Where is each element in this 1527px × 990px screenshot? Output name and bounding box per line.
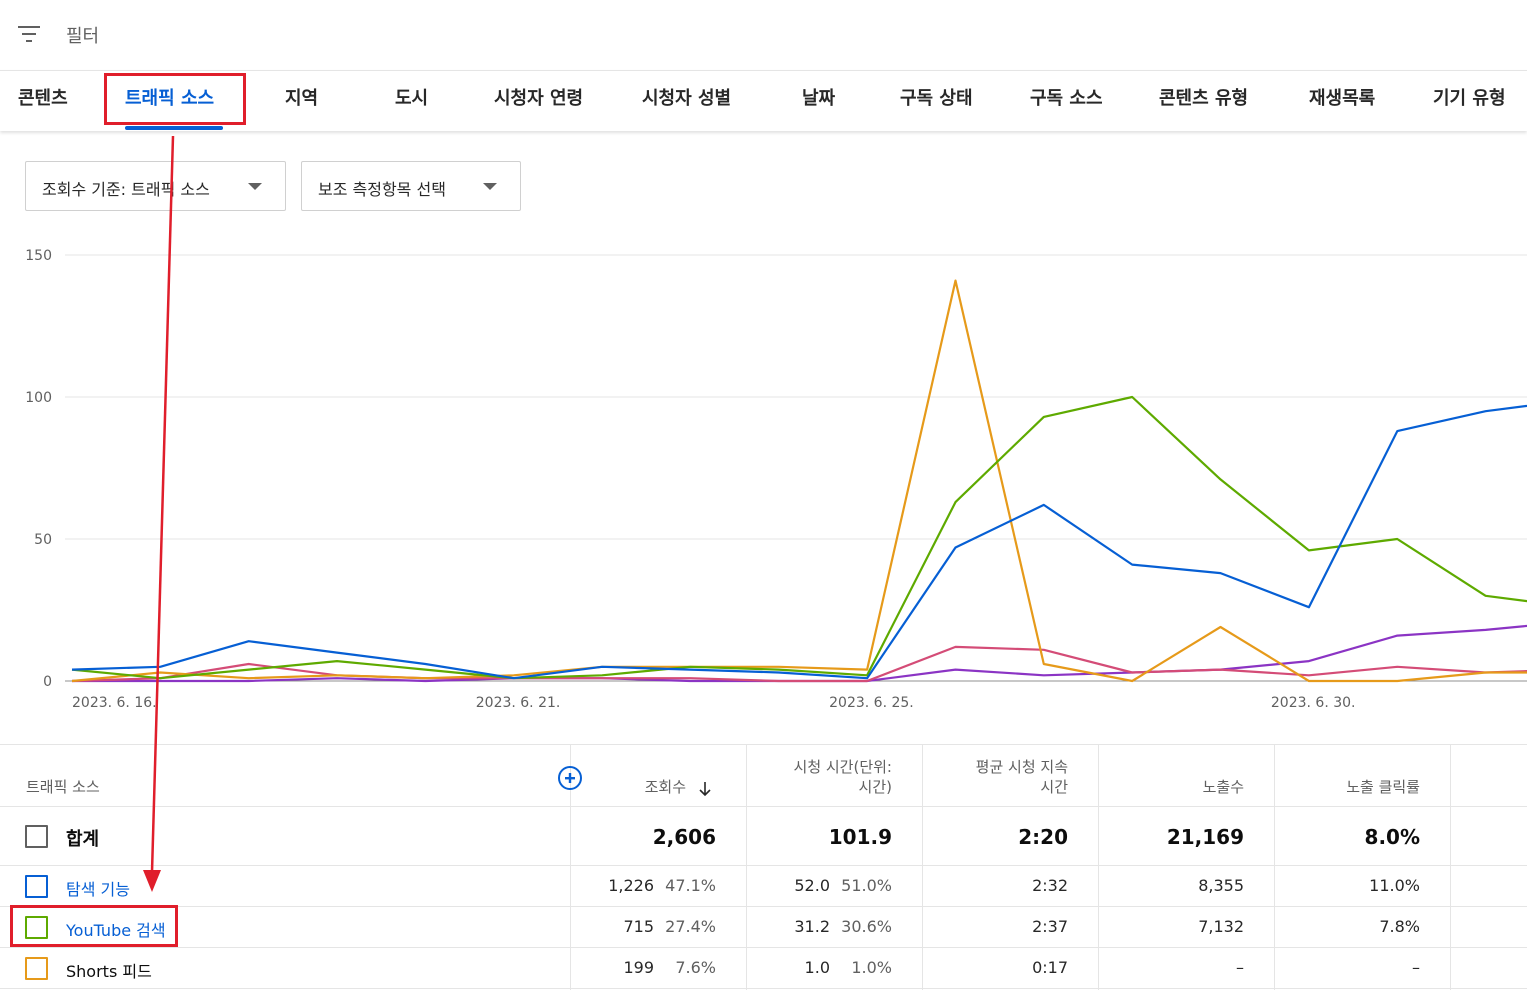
header-watch-time[interactable]: 시청 시간(단위: 시간) (760, 757, 892, 797)
total-views: 2,606 (652, 825, 716, 849)
row-divider (0, 806, 1527, 807)
filter-icon[interactable] (18, 24, 42, 44)
dimension-tabs: 콘텐츠 트래픽 소스 지역 도시 시청자 연령 시청자 성별 날짜 구독 상태 … (0, 70, 1527, 131)
series-line[interactable] (72, 621, 1527, 683)
chevron-down-icon (483, 183, 497, 190)
y-tick-label: 150 (25, 248, 52, 264)
total-avg-duration: 2:20 (1018, 825, 1068, 849)
tab-traffic-source[interactable]: 트래픽 소스 (125, 88, 215, 109)
line-chart: 150 100 50 0 2023. 6. 16. 2023. 6. 21. 2023. 6… (25, 248, 1527, 711)
header-traffic-source: 트래픽 소스 (26, 778, 100, 796)
annotation-highlight-row (10, 905, 178, 947)
avg-duration-value: 0:17 (1032, 958, 1068, 977)
column-divider (1098, 745, 1099, 990)
header-avg-view-duration[interactable]: 평균 시청 지속 시간 (936, 757, 1068, 797)
header-watch-time-line1: 시청 시간(단위: (793, 758, 892, 776)
tab-subscription-status[interactable]: 구독 상태 (900, 88, 973, 109)
row-divider (0, 947, 1527, 948)
x-tick-label: 2023. 6. 25. (829, 695, 914, 711)
tab-city[interactable]: 도시 (395, 88, 429, 109)
impressions-value: 8,355 (1198, 876, 1244, 895)
header-views[interactable]: 조회수 (644, 778, 686, 796)
traffic-source-name: Shorts 피드 (66, 962, 152, 981)
filter-label[interactable]: 필터 (66, 26, 100, 47)
header-avg-duration-line1: 평균 시청 지속 (975, 758, 1068, 776)
traffic-source-link[interactable]: YouTube 검색 (66, 921, 166, 940)
tab-device-type[interactable]: 기기 유형 (1433, 88, 1506, 109)
watch-time-value: 31.2 (794, 917, 830, 936)
tab-date[interactable]: 날짜 (802, 88, 836, 109)
watch-time-value: 1.0 (804, 958, 830, 977)
tab-viewer-age[interactable]: 시청자 연령 (494, 88, 584, 109)
watch-time-percent: 30.6% (841, 917, 892, 936)
ctr-value: – (1412, 958, 1420, 977)
add-column-icon[interactable] (557, 765, 583, 791)
total-label: 합계 (66, 829, 100, 850)
traffic-source-link[interactable]: 탐색 기능 (66, 880, 130, 899)
primary-metric-label: 조회수 기준: 트래픽 소스 (42, 180, 210, 199)
filter-bar[interactable]: 필터 (0, 0, 1527, 70)
views-percent: 47.1% (665, 876, 716, 895)
row-checkbox-browse[interactable] (25, 875, 48, 898)
views-percent: 27.4% (665, 917, 716, 936)
ctr-value: 7.8% (1379, 917, 1420, 936)
series-line[interactable] (71, 400, 1527, 680)
tab-viewer-gender[interactable]: 시청자 성별 (642, 88, 732, 109)
annotation-highlight-tab (104, 73, 246, 125)
y-tick-label: 0 (43, 674, 52, 690)
column-divider (922, 745, 923, 990)
views-value: 199 (623, 958, 654, 977)
avg-duration-value: 2:37 (1032, 917, 1068, 936)
sort-descending-icon[interactable] (698, 781, 712, 797)
primary-metric-dropdown[interactable]: 조회수 기준: 트래픽 소스 (25, 161, 286, 211)
secondary-metric-label: 보조 측정항목 선택 (318, 180, 446, 199)
row-divider (0, 865, 1527, 866)
column-divider (570, 745, 571, 990)
impressions-value: – (1236, 958, 1244, 977)
tab-content-type[interactable]: 콘텐츠 유형 (1159, 88, 1249, 109)
total-watch-time: 101.9 (828, 825, 892, 849)
series-line[interactable] (71, 395, 1527, 680)
y-tick-label: 100 (25, 390, 52, 406)
header-avg-duration-line2: 시간 (1040, 778, 1068, 796)
tab-subscription-source[interactable]: 구독 소스 (1030, 88, 1103, 109)
row-checkbox-shorts-feed[interactable] (25, 957, 48, 980)
traffic-source-table: 트래픽 소스 조회수 시청 시간(단위: 시간) 평균 시청 지속 시간 노출수… (0, 744, 1527, 990)
total-ctr: 8.0% (1364, 825, 1420, 849)
row-divider (0, 906, 1527, 907)
column-divider (1450, 745, 1451, 990)
total-checkbox[interactable] (25, 825, 48, 848)
views-value: 1,226 (608, 876, 654, 895)
column-divider (746, 745, 747, 990)
views-percent: 7.6% (675, 958, 716, 977)
watch-time-value: 52.0 (794, 876, 830, 895)
total-impressions: 21,169 (1166, 825, 1244, 849)
header-impressions[interactable]: 노출수 (1202, 778, 1244, 796)
column-divider (1274, 745, 1275, 990)
impressions-value: 7,132 (1198, 917, 1244, 936)
secondary-metric-dropdown[interactable]: 보조 측정항목 선택 (301, 161, 521, 211)
watch-time-percent: 1.0% (851, 958, 892, 977)
active-tab-indicator (125, 126, 223, 130)
x-tick-label: 2023. 6. 21. (476, 695, 561, 711)
header-ctr[interactable]: 노출 클릭률 (1346, 778, 1420, 796)
header-watch-time-line2: 시간) (858, 778, 892, 796)
x-tick-label: 2023. 6. 16. (72, 695, 157, 711)
x-tick-label: 2023. 6. 30. (1271, 695, 1356, 711)
avg-duration-value: 2:32 (1032, 876, 1068, 895)
views-value: 715 (623, 917, 654, 936)
chevron-down-icon (248, 183, 262, 190)
series-line[interactable] (71, 279, 1527, 683)
ctr-value: 11.0% (1369, 876, 1420, 895)
row-checkbox-youtube-search[interactable] (25, 916, 48, 939)
tab-content[interactable]: 콘텐츠 (18, 88, 68, 109)
tab-geography[interactable]: 지역 (285, 88, 319, 109)
y-tick-label: 50 (34, 532, 52, 548)
watch-time-percent: 51.0% (841, 876, 892, 895)
series-line[interactable] (71, 645, 1527, 683)
tab-playlist[interactable]: 재생목록 (1309, 88, 1376, 109)
